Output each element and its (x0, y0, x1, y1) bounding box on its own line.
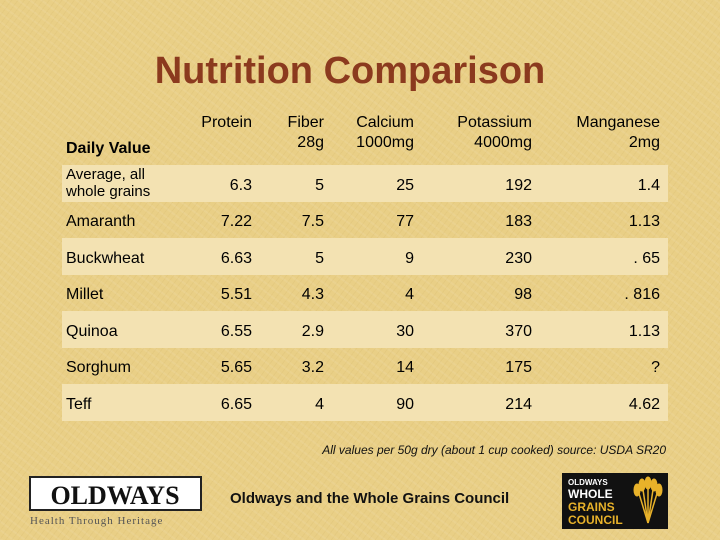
table-cell: 1.13 (628, 213, 660, 230)
table-cell: 183 (505, 213, 532, 230)
table-cell: 6.63 (180, 238, 260, 275)
column-header: Fiber 28g (260, 105, 332, 165)
table-cell: 30 (332, 311, 422, 348)
table-cell: 4.62 (540, 384, 668, 421)
table-cell: 14 (396, 359, 414, 376)
table-cell: . 65 (540, 238, 668, 275)
table-cell: 4 (260, 384, 332, 421)
oldways-logo: OLDWAYS Health Through Heritage (29, 476, 202, 527)
table-cell: 77 (396, 213, 414, 230)
slide-title: Nutrition Comparison (154, 50, 546, 92)
table-cell: 3.2 (301, 359, 324, 376)
daily-value-label: Daily Value (66, 140, 151, 157)
column-header-name: Manganese (576, 114, 660, 131)
column-daily-value: 4000mg (474, 134, 532, 151)
table-cell: 5 (260, 165, 332, 202)
wgc-line-1: OLDWAYS (568, 478, 608, 487)
table-cell: 370 (422, 311, 540, 348)
wheat-sheaf-icon (633, 476, 663, 524)
table-cell: 192 (422, 165, 540, 202)
footnote: All values per 50g dry (about 1 cup cook… (322, 443, 666, 457)
credit-line: Oldways and the Whole Grains Council (230, 490, 510, 507)
row-label: Sorghum (66, 359, 131, 376)
table-cell: 214 (422, 384, 540, 421)
oldways-logo-text: OLDWAYS (50, 481, 179, 510)
table-cell: 6.3 (180, 165, 260, 202)
column-daily-value: 2mg (628, 134, 660, 151)
table-cell: 1.4 (540, 165, 668, 202)
table-cell: 7.22 (220, 213, 252, 230)
row-label: Average, all whole grains (62, 165, 180, 202)
wgc-line-2: WHOLE (568, 487, 613, 501)
column-header: Calcium 1000mg (332, 105, 422, 165)
wgc-line-4: COUNCIL (568, 513, 623, 527)
oldways-tagline: Health Through Heritage (30, 515, 163, 527)
table-cell: 230 (422, 238, 540, 275)
table-cell: 5 (260, 238, 332, 275)
table-cell: 5.51 (220, 286, 252, 303)
table-cell: 7.5 (301, 213, 324, 230)
column-header-name: Protein (201, 114, 252, 131)
row-label: Quinoa (62, 311, 180, 348)
column-header: Potassium 4000mg (422, 105, 540, 165)
table-cell: 4 (405, 286, 414, 303)
row-label: Teff (62, 384, 180, 421)
table-cell: 5.65 (220, 359, 252, 376)
nutrition-table: Daily Value Protein Fiber 28g Calcium 1000mg P… (62, 105, 668, 425)
column-header: Manganese 2mg (540, 105, 668, 165)
table-cell: 175 (505, 359, 532, 376)
row-label: Buckwheat (62, 238, 180, 275)
table-cell: 2.9 (260, 311, 332, 348)
table-cell: 4.3 (301, 286, 324, 303)
whole-grains-council-logo: OLDWAYS WHOLE GRAINS COUNCIL (562, 473, 668, 529)
table-cell: 1.13 (540, 311, 668, 348)
table-cell: 98 (514, 286, 532, 303)
table-cell: . 816 (624, 286, 660, 303)
table-cell: 6.55 (180, 311, 260, 348)
row-label: Amaranth (66, 213, 136, 230)
row-label: Millet (66, 286, 104, 303)
table-cell: ? (651, 359, 660, 376)
column-header-name: Fiber (287, 114, 324, 131)
wgc-line-3: GRAINS (568, 500, 615, 514)
column-daily-value: 28g (297, 134, 324, 151)
table-cell: 6.65 (180, 384, 260, 421)
column-header-name: Potassium (457, 114, 532, 131)
table-cell: 90 (332, 384, 422, 421)
table-cell: 9 (332, 238, 422, 275)
column-header: Protein (180, 105, 260, 165)
column-daily-value: 1000mg (356, 134, 414, 151)
column-header-name: Calcium (356, 114, 414, 131)
table-cell: 25 (332, 165, 422, 202)
